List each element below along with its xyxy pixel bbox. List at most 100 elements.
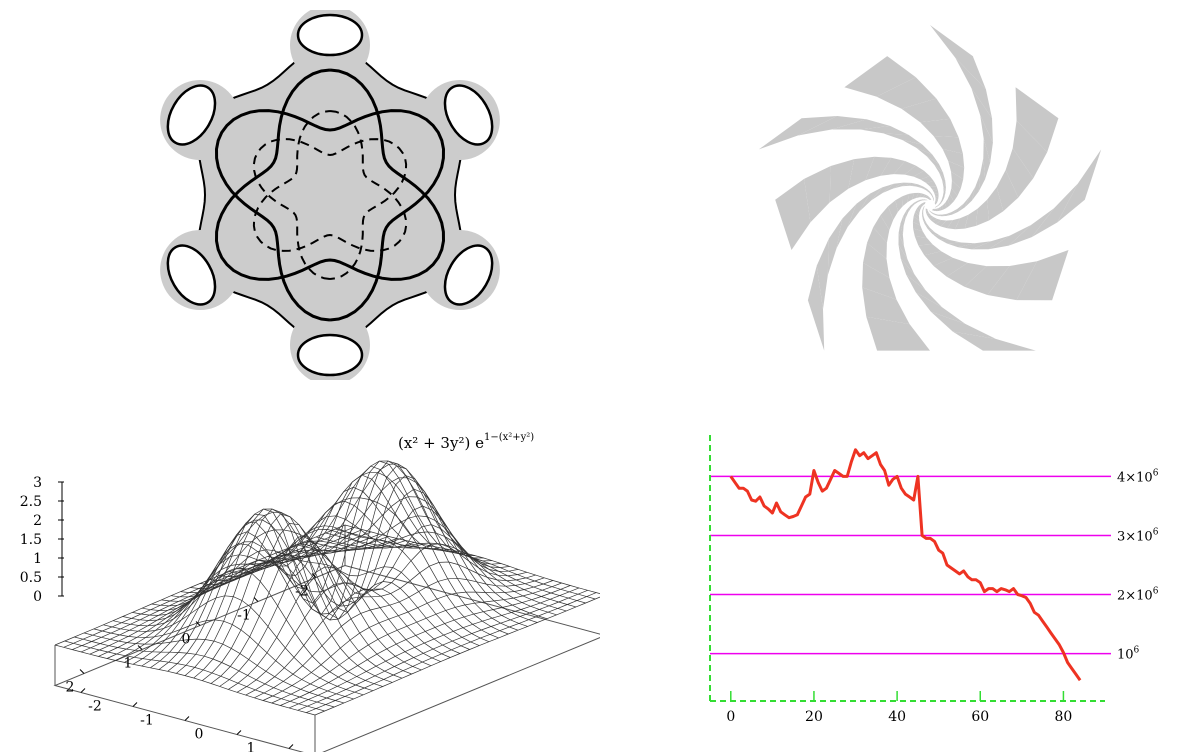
spiral-stripe [942,211,953,217]
spiral-stripe [935,198,938,202]
spiral-stripe [938,213,948,217]
spiral-stripe [932,189,939,195]
y-tick-mark [137,645,143,650]
y-tick-label-base: 10 [1117,648,1134,663]
spiral-stripe [829,159,855,203]
spiral-stripe [947,218,960,230]
spiral-stripe [888,200,898,220]
spiral-stripe [883,133,923,145]
solid-loop-b [214,68,446,281]
spiral-stripe [923,205,925,210]
y-tick-label: 3×106 [1117,527,1159,544]
y-tick-label-base: 2×10 [1117,589,1153,604]
spiral-stripe [917,199,923,203]
mesh-line-y [64,640,325,712]
spiral-stripe [836,203,857,249]
mesh-line-x [158,474,450,670]
surface-curves [214,68,446,322]
spiral-stripe [925,195,930,199]
mesh-line-y [161,529,422,671]
y-tick-mark [311,573,317,578]
spiral-stripe [848,156,875,189]
spiral-stripe [1057,149,1102,223]
spiral-stripe [914,236,933,246]
handle-opening [296,333,364,377]
spiral-stripe [860,125,909,135]
spiral-stripe [916,206,921,213]
spiral-stripe [926,213,932,217]
mesh-line-y [74,636,335,708]
x-tick-mark [184,716,190,721]
spiral-stripe [898,223,904,247]
y-tick-mark [79,669,85,674]
surface-plot-mesh [54,460,606,716]
mesh-line-y [170,549,432,667]
spiral-stripe [964,186,976,208]
spiral-stripe [916,186,927,189]
spiral-stripe [934,205,938,208]
spiral-stripe [925,181,937,187]
spiral-stripe [900,258,926,291]
line-chart: 106 2×106 3×106 4×106 0 20 40 60 80 [690,425,1184,752]
mesh-line-x [106,538,398,659]
handle-opening [166,84,217,146]
spiral-stripe [1008,208,1054,246]
spiral-stripe [903,210,907,226]
spiral-stripe [951,171,964,189]
spiral-stripe [941,195,943,204]
spiral-stripe [933,136,963,154]
surface-plot-canvas: (x² + 3y²) e1−(x²+y²) 3 2.5 2 1.5 1 0.5 0 -2 -1 0… [20,432,607,756]
spiral-stripe [882,182,904,193]
spiral-stripe [804,166,831,223]
mesh-line-x [297,589,588,711]
spiral-stripe [797,116,867,136]
spiral-stripe [913,170,930,180]
mesh-line-y [151,511,412,675]
mesh-line-y [112,568,374,692]
z-tick-label: 2 [33,513,42,529]
spiral-stripe [913,212,920,221]
x-tick-label: 40 [888,709,906,725]
spiral-stripe [922,210,924,217]
spiral-stripe [934,164,946,181]
spiral-stripe [862,262,897,300]
surface-plot-title-main: (x² + 3y²) e [398,434,484,452]
spiral-stripe [925,189,932,194]
spiral-stripe [859,187,883,212]
x-tick-label: 0 [195,727,204,743]
spiral-stripe [898,244,915,275]
spiral-stripe [916,147,939,164]
x-tick-label: 20 [805,709,823,725]
mesh-line-y [132,519,393,683]
spiral-stripe [939,172,946,187]
spiral-stripe [922,202,924,206]
spiral-stripe [932,233,951,241]
spiral-stripe [909,184,923,187]
spiral-stripe [971,88,993,143]
spiral-stripe [920,118,959,138]
spiral-wedges [758,25,1102,351]
x-tick-mark [80,688,86,693]
x-tick-mark [288,744,294,749]
spiral-stripe [971,174,981,201]
mesh-line-y [344,524,606,596]
spiral-stripe [929,217,938,222]
spiral-stripe [912,192,919,200]
spiral-stripe [935,195,939,200]
spiral-stripe [943,186,946,197]
spiral-stripe [876,77,937,109]
spiral-stripe [928,198,932,200]
mesh-line-x [280,585,571,706]
mesh-line-y [238,497,499,639]
spiral-stripe [863,243,890,278]
spiral-stripe [908,203,914,213]
spiral-stripe [935,208,939,212]
spiral-stripe [996,170,1019,212]
mesh-line-y [267,463,528,627]
spiral-stripe [920,176,934,183]
spiral-stripe [925,208,928,211]
spiral-stripe [922,216,927,224]
dashed-loop-a [252,138,408,280]
line-chart-axes [709,435,1105,702]
